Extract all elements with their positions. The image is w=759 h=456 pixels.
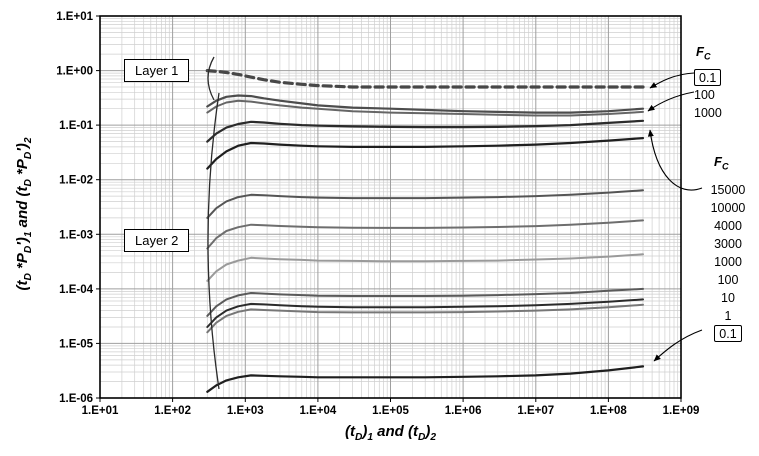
curve-layer2-fc-100 (206, 287, 644, 317)
layer1-label: Layer 1 (124, 59, 190, 82)
x-tick-label: 1.E+05 (372, 405, 409, 417)
legend-item-fc-100: 100 (717, 272, 739, 287)
curve-layer1-fc-0.1 (205, 69, 645, 89)
y-axis-title: (tD *PD′)1 and (tD *PD′)2 (14, 137, 34, 291)
legend-item-fc-1: 1 (724, 308, 732, 323)
y-tick-label: 1.E+00 (56, 66, 93, 78)
curve-layer2-fc-4000 (206, 189, 644, 219)
legend-top-items: 0.1 100 1000 (694, 68, 754, 122)
legend-item-fc-10000: 10000 (710, 200, 746, 215)
arrow-legend-top-to-layer1-bundle (647, 91, 695, 112)
legend-bottom-title: FC (714, 154, 729, 172)
x-tick-label: 1.E+02 (154, 405, 191, 417)
curve-layer2-fc-10 (206, 298, 644, 328)
x-tick-label: 1.E+01 (82, 405, 119, 417)
axis-ticks (96, 15, 682, 402)
y-tick-label: 1.E+01 (56, 11, 93, 23)
arrow-legend-15000-to-curve (647, 129, 703, 191)
curve-layer2-fc-15000 (206, 119, 645, 143)
layer2-label: Layer 2 (124, 229, 190, 252)
legend-item-fc-4000: 4000 (714, 218, 742, 233)
curve-layer2-fc-1 (206, 303, 644, 334)
curve-layer2-fc-1000 (206, 253, 644, 282)
x-tick-label: 1.E+07 (517, 405, 554, 417)
x-tick-label: 1.E+03 (227, 405, 264, 417)
curve-layer2-fc-3000 (206, 219, 644, 250)
x-tick-label: 1.E+08 (590, 405, 627, 417)
curve-layer2-fc-10000 (206, 137, 645, 170)
y-tick-label: 1.E-02 (59, 175, 93, 187)
legend-bottom-items: 15000 10000 4000 3000 1000 100 10 1 0.1 (700, 181, 756, 342)
x-tick-label: 1.E+09 (663, 405, 700, 417)
tick-labels: 1.E+01 1.E+02 1.E+03 1.E+04 1.E+05 1.E+06 1.E+… (56, 11, 699, 417)
y-tick-label: 1.E-05 (59, 338, 93, 350)
x-tick-label: 1.E+06 (445, 405, 482, 417)
arrow-legend-top-to-dashed-curve (649, 72, 695, 89)
legend-item-fc-100: 100 (694, 87, 715, 102)
curve-layer1-fc-1000 (206, 99, 644, 117)
legend-item-fc-1000: 1000 (694, 105, 722, 120)
legend-bottom: FC 15000 10000 4000 3000 1000 100 10 1 0.1 (700, 154, 756, 342)
y-tick-label: 1.E-01 (59, 120, 93, 132)
legend-item-fc-3000: 3000 (714, 236, 742, 251)
layer1-group-brace (207, 56, 215, 101)
legend-top: FC 0.1 100 1000 (694, 44, 754, 122)
y-tick-label: 1.E-04 (59, 284, 93, 296)
legend-item-fc-0.1: 0.1 (714, 324, 742, 342)
y-tick-label: 1.E-03 (59, 229, 93, 241)
x-tick-label: 1.E+04 (300, 405, 337, 417)
legend-top-title: FC (696, 44, 711, 62)
curve-layer1-fc-100 (206, 94, 645, 114)
legend-item-fc-10: 10 (721, 290, 735, 305)
legend-item-fc-1000: 1000 (714, 254, 742, 269)
layer2-group-brace (207, 92, 220, 390)
annotations (207, 56, 703, 390)
legend-item-fc-15000: 15000 (710, 182, 746, 197)
curve-layer2-fc-0.1 (206, 365, 645, 393)
y-tick-label: 1.E-06 (59, 393, 93, 405)
legend-item-fc-0.1: 0.1 (694, 68, 722, 86)
x-axis-title: (tD)1 and (tD)2 (344, 423, 437, 443)
arrow-legend-0.1-to-bottom-curve (653, 329, 703, 362)
curves (205, 69, 645, 393)
